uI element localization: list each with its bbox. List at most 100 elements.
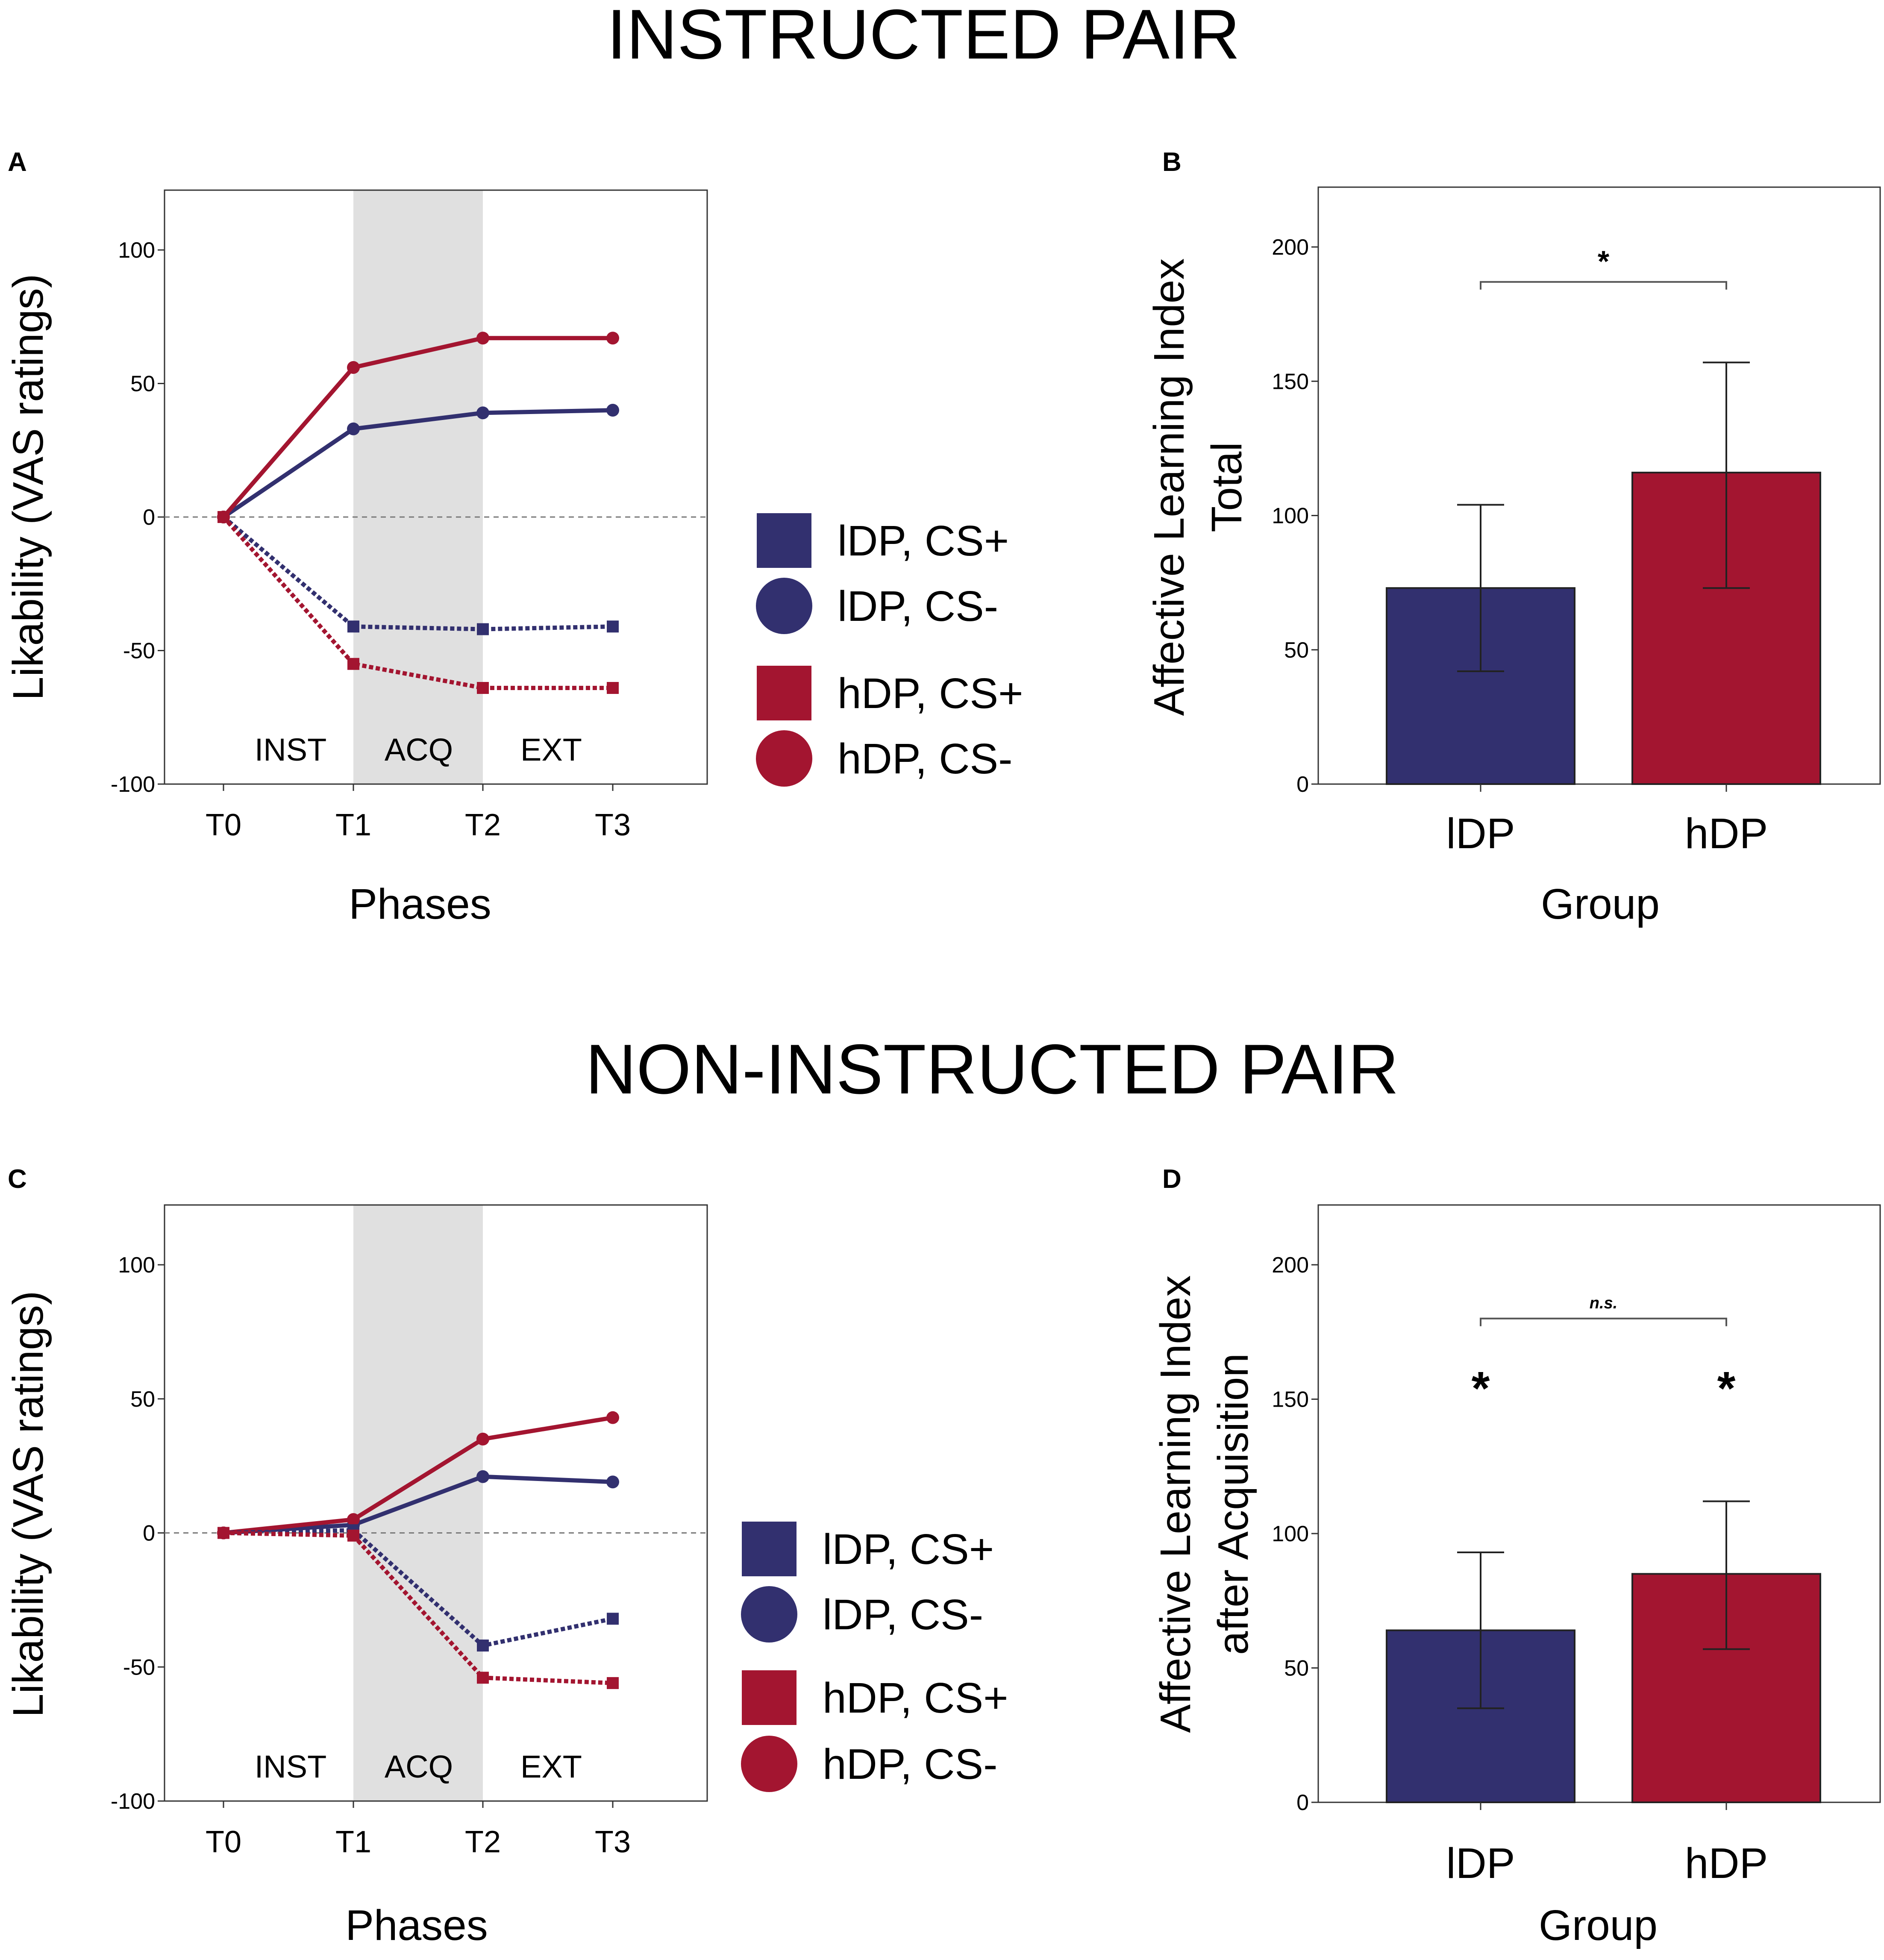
data-point [477, 623, 489, 635]
data-point [476, 1432, 489, 1446]
legend-square-swatch [742, 1670, 797, 1725]
y-axis-title-line2: after Acquisition [1209, 1353, 1257, 1655]
data-point [606, 404, 619, 417]
y-tick-label: -50 [123, 639, 155, 664]
group-tick-label: lDP [1446, 810, 1515, 858]
data-point [476, 1470, 489, 1483]
acq-shaded-region [353, 190, 483, 784]
panel-label: D [1162, 1164, 1182, 1194]
y-axis-title-line2: Total [1203, 442, 1251, 532]
y-tick-label: -100 [111, 772, 155, 797]
data-point [347, 1529, 359, 1542]
legend-circle-swatch [756, 730, 812, 787]
y-tick-label: 200 [1272, 1253, 1309, 1278]
title-non-instructed: NON-INSTRUCTED PAIR [585, 1030, 1399, 1108]
legend-label: hDP, CS+ [838, 670, 1023, 717]
data-point [347, 620, 359, 633]
significance-bracket [1480, 1317, 1727, 1326]
series-line-hdp-cs- [222, 336, 613, 519]
bracket-label: * [1598, 245, 1610, 278]
legend-label: lDP, CS+ [823, 1525, 994, 1573]
x-tick-label: T0 [206, 808, 241, 842]
series-line-ldp-cs- [222, 515, 613, 632]
y-tick-label: 0 [143, 505, 155, 530]
data-point [477, 682, 489, 694]
legend-circle-swatch [756, 578, 812, 634]
y-tick-label: 100 [118, 238, 155, 263]
x-tick-label: T0 [206, 1825, 241, 1859]
legend-square-swatch [742, 1522, 797, 1576]
y-tick-label: -100 [111, 1789, 155, 1814]
data-point [607, 682, 619, 694]
significance-bracket [1480, 281, 1727, 290]
legend-square-swatch [757, 513, 811, 568]
series-line-ldp-cs- [223, 1528, 614, 1648]
y-axis-title: Affective Learning Index [1145, 258, 1193, 716]
legend-circle-swatch [741, 1736, 797, 1792]
y-tick-label: 50 [130, 372, 155, 397]
data-point [607, 1677, 619, 1689]
data-point [476, 406, 489, 420]
bracket-label: n.s. [1590, 1294, 1617, 1312]
x-tick-label: T3 [595, 1825, 631, 1859]
legend-label: lDP, CS- [823, 1591, 983, 1639]
panel-label: A [8, 147, 27, 177]
phase-label: ACQ [385, 732, 453, 767]
y-tick-label: 0 [1296, 772, 1309, 797]
legend-square-swatch [757, 666, 811, 720]
data-point [477, 1672, 489, 1684]
legend-label: hDP, CS- [823, 1740, 997, 1788]
panel-label: C [8, 1164, 27, 1194]
data-point [476, 332, 489, 345]
data-point [606, 1411, 619, 1424]
data-point [217, 1527, 229, 1539]
legend-label: hDP, CS+ [823, 1674, 1008, 1722]
series-line-ldp-cs- [223, 1474, 613, 1535]
x-tick-label: T3 [595, 808, 631, 842]
y-axis-title: Likability (VAS ratings) [4, 274, 52, 701]
y-tick-label: 0 [143, 1521, 155, 1546]
y-tick-label: 50 [130, 1387, 155, 1412]
group-tick-label: hDP [1685, 810, 1768, 858]
y-tick-label: 150 [1272, 1387, 1309, 1412]
panel-label: B [1162, 147, 1182, 177]
phase-label: INST [255, 1749, 327, 1784]
x-axis-title: Phases [349, 880, 491, 928]
x-tick-label: T2 [465, 808, 501, 842]
group-tick-label: lDP [1446, 1840, 1515, 1887]
x-tick-label: T2 [465, 1825, 501, 1859]
series-line-ldp-cs- [222, 408, 613, 519]
plot-frame [1317, 186, 1881, 785]
y-tick-label: 150 [1272, 369, 1309, 394]
y-tick-label: 50 [1284, 638, 1309, 663]
phase-label: EXT [520, 1749, 582, 1784]
x-axis-title: Group [1539, 1901, 1658, 1949]
y-tick-label: -50 [123, 1655, 155, 1680]
data-point [606, 332, 619, 345]
x-tick-label: T1 [335, 1825, 371, 1859]
legend-circle-swatch [741, 1586, 797, 1643]
plot-frame [1317, 1204, 1881, 1803]
legend-label: hDP, CS- [838, 735, 1012, 783]
series-line-hdp-cs- [223, 1531, 613, 1685]
x-tick-label: T1 [335, 808, 371, 842]
data-point [347, 361, 360, 374]
legend-label: lDP, CS- [838, 582, 998, 630]
y-axis-title: Affective Learning Index [1152, 1275, 1199, 1733]
series-line-hdp-cs- [223, 1415, 613, 1535]
y-tick-label: 100 [118, 1253, 155, 1278]
data-point [606, 1475, 619, 1489]
y-tick-label: 200 [1272, 235, 1309, 260]
title-instructed: INSTRUCTED PAIR [607, 0, 1240, 73]
legend-label: lDP, CS+ [838, 517, 1009, 565]
data-point [347, 658, 359, 670]
y-axis-title: Likability (VAS ratings) [4, 1291, 52, 1718]
y-tick-label: 100 [1272, 504, 1309, 529]
data-point [347, 1513, 360, 1526]
y-tick-label: 0 [1296, 1790, 1309, 1815]
group-tick-label: hDP [1685, 1840, 1768, 1887]
data-point [477, 1640, 489, 1652]
data-point [347, 422, 360, 435]
significance-star: * [1717, 1362, 1736, 1415]
